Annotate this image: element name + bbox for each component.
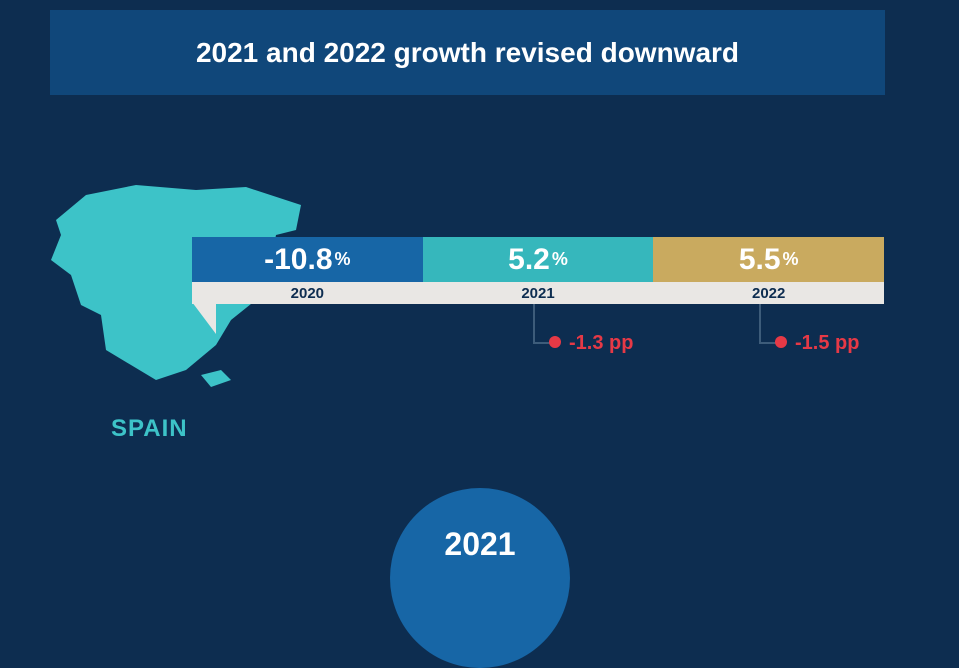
year-row: 2020 2021 2022 bbox=[192, 282, 884, 304]
seg-2020-value: -10.8 bbox=[264, 243, 332, 277]
bar-pointer-notch bbox=[192, 302, 216, 334]
revision-dot-icon bbox=[549, 336, 561, 348]
page-title: 2021 and 2022 growth revised downward bbox=[196, 37, 739, 69]
country-label: SPAIN bbox=[111, 415, 188, 443]
year-circle: 2021 bbox=[390, 488, 570, 668]
value-row: -10.8 % 5.2 % 5.5 % bbox=[192, 237, 884, 282]
year-circle-label: 2021 bbox=[444, 526, 515, 563]
seg-2021-value: 5.2 bbox=[508, 243, 550, 277]
revision-2022-label: -1.5 pp bbox=[795, 332, 859, 355]
year-2020: 2020 bbox=[192, 282, 423, 304]
revision-2021-label: -1.3 pp bbox=[569, 332, 633, 355]
seg-2020: -10.8 % bbox=[192, 237, 423, 282]
connector-vline bbox=[533, 304, 535, 342]
seg-2022: 5.5 % bbox=[653, 237, 884, 282]
revision-dot-icon bbox=[775, 336, 787, 348]
seg-2022-pct: % bbox=[783, 249, 799, 270]
year-2021: 2021 bbox=[423, 282, 654, 304]
connector-vline bbox=[759, 304, 761, 342]
seg-2020-pct: % bbox=[335, 249, 351, 270]
header-bar: 2021 and 2022 growth revised downward bbox=[50, 10, 885, 95]
seg-2021: 5.2 % bbox=[423, 237, 654, 282]
year-2022: 2022 bbox=[653, 282, 884, 304]
growth-bars: -10.8 % 5.2 % 5.5 % 2020 2021 2022 bbox=[192, 237, 884, 337]
seg-2021-pct: % bbox=[552, 249, 568, 270]
seg-2022-value: 5.5 bbox=[739, 243, 781, 277]
